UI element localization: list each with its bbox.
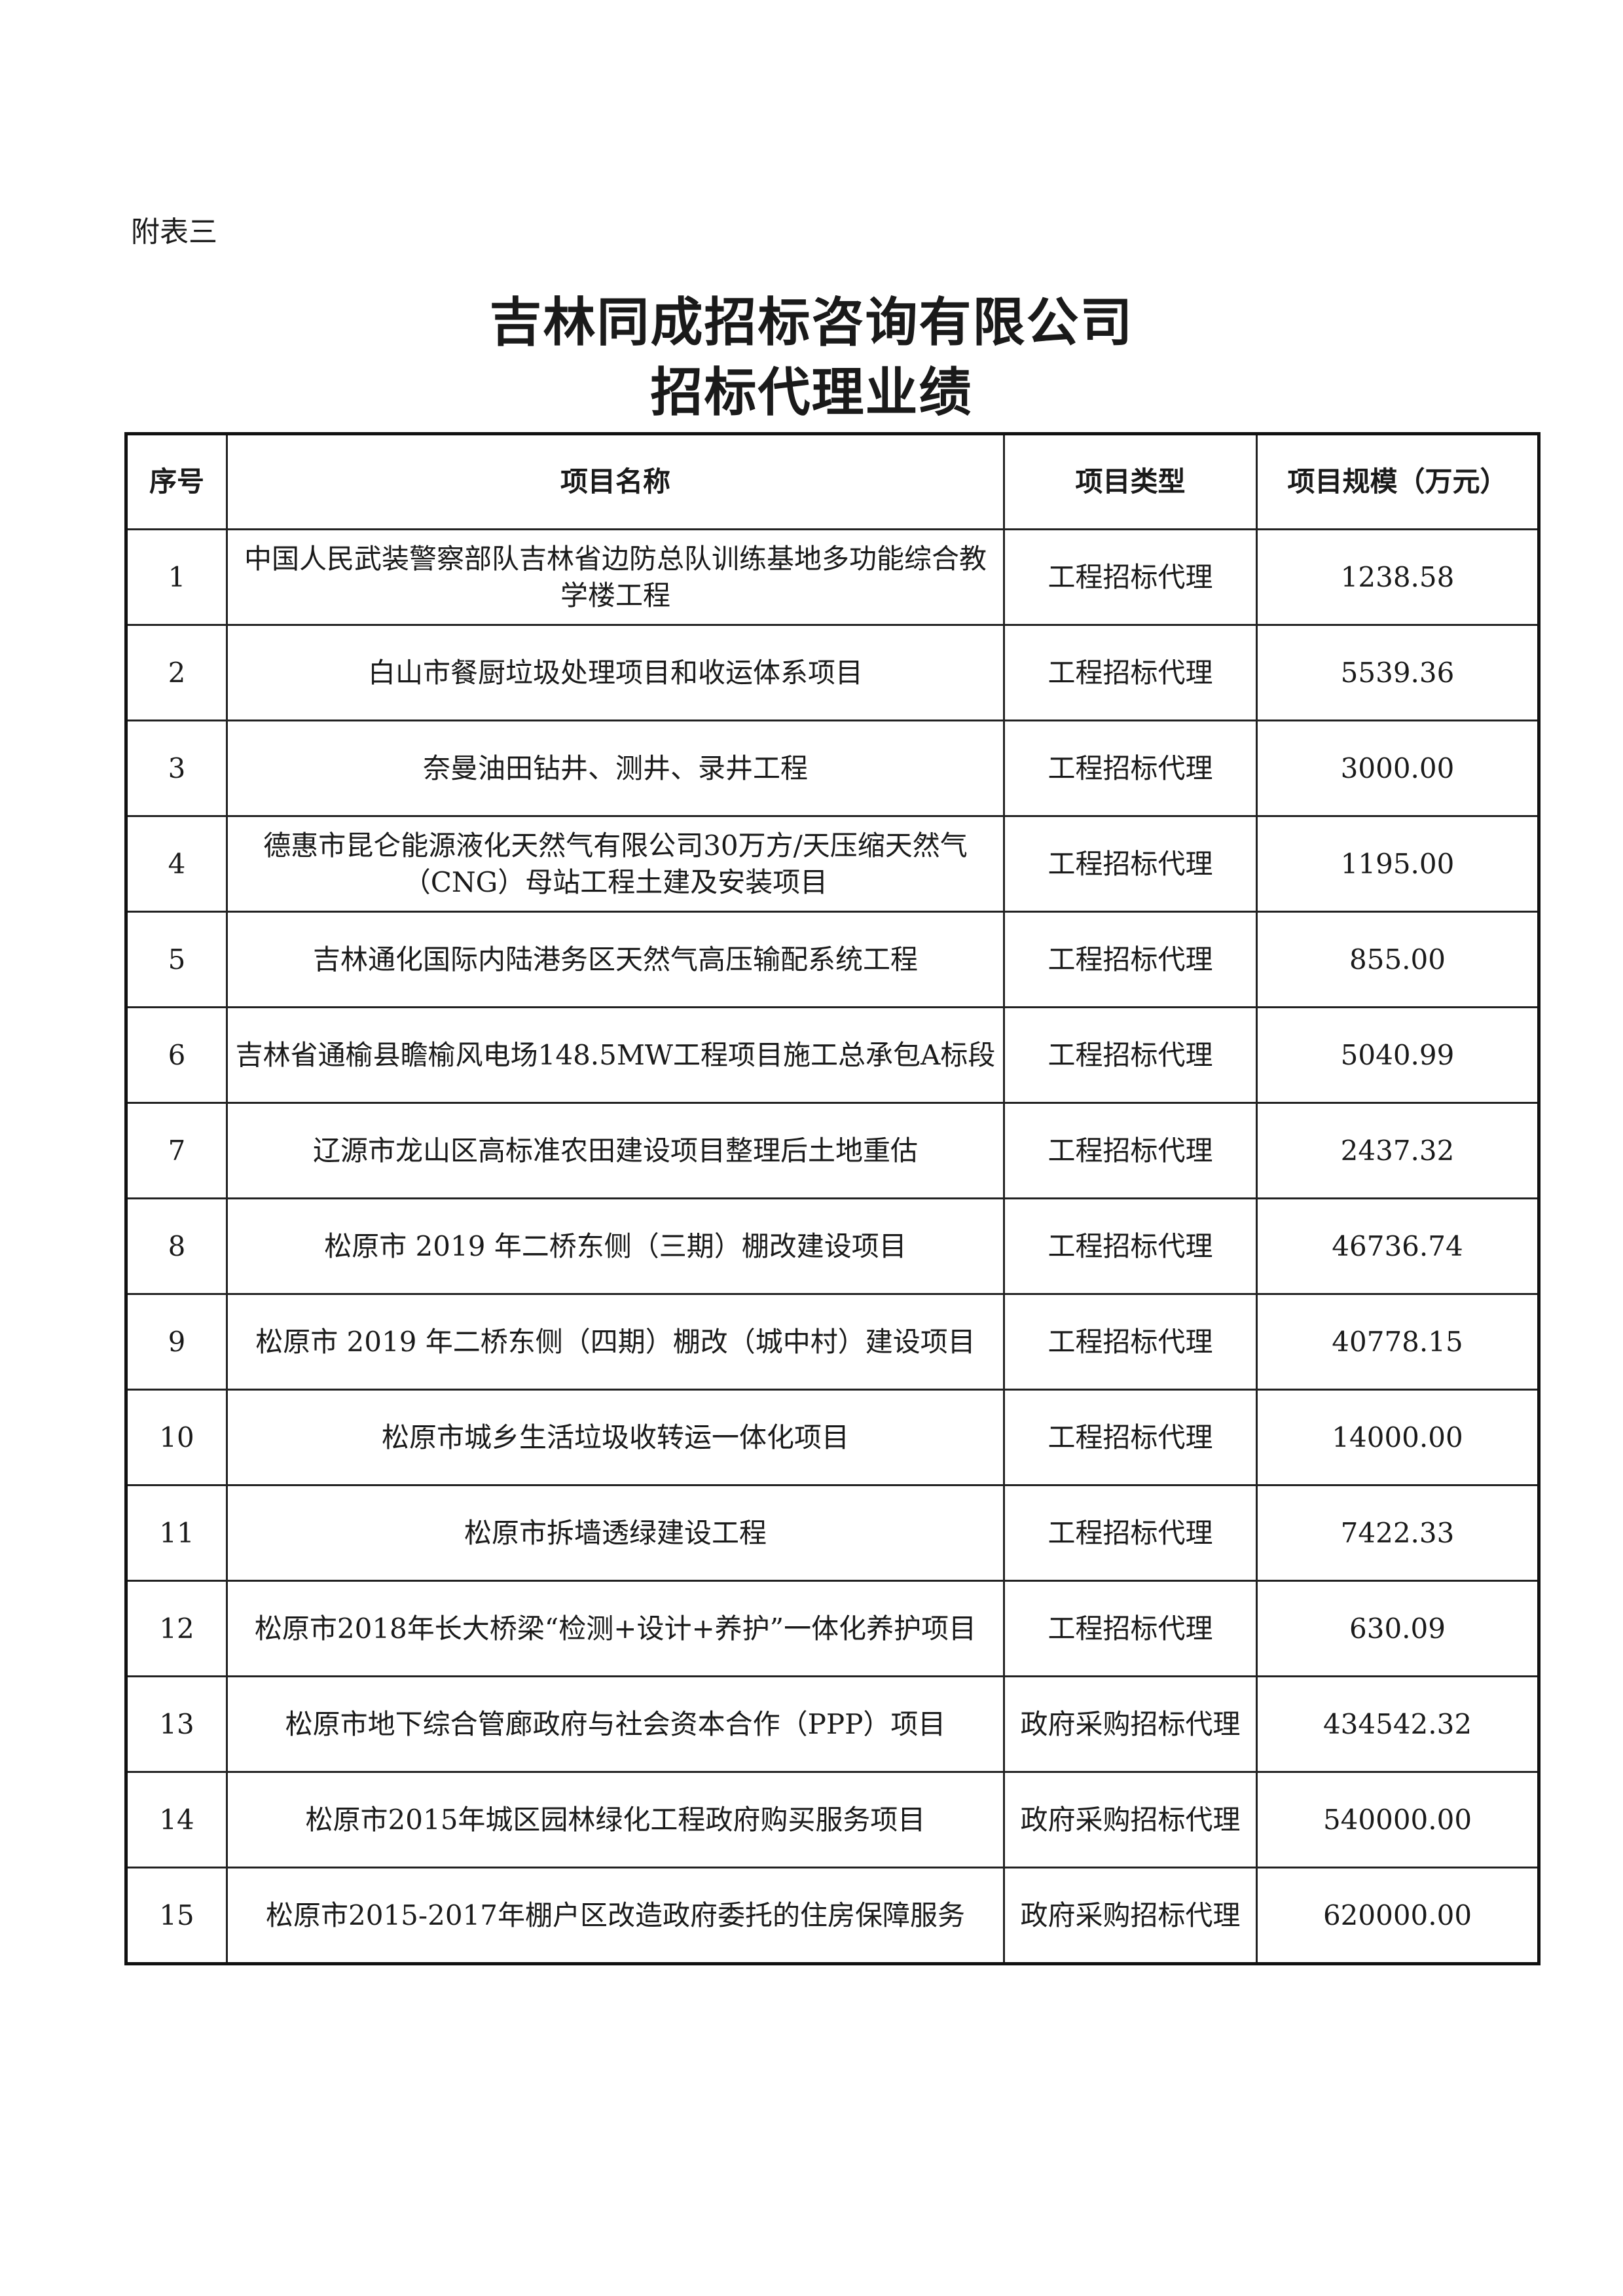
annex-label: 附表三 [131,215,217,249]
page-title: 吉林同成招标咨询有限公司 [489,292,1134,353]
cell-no: 15 [125,1867,228,1965]
cell-name: 松原市 2019 年二桥东侧（四期）棚改（城中村）建设项目 [226,1293,1005,1391]
cell-scale: 7422.33 [1256,1484,1540,1582]
cell-scale: 1238.58 [1256,528,1540,626]
cell-scale: 14000.00 [1256,1389,1540,1486]
cell-type: 工程招标代理 [1003,1389,1258,1486]
cell-type: 工程招标代理 [1003,1006,1258,1104]
page-subtitle: 招标代理业绩 [650,362,973,423]
cell-scale: 3000.00 [1256,720,1540,817]
cell-no: 1 [125,528,228,626]
cell-no: 6 [125,1006,228,1104]
cell-scale: 630.09 [1256,1580,1540,1677]
cell-name: 松原市拆墙透绿建设工程 [226,1484,1005,1582]
table-row: 1 中国人民武装警察部队吉林省边防总队训练基地多功能综合教学楼工程 工程招标代理 12… [125,528,1540,626]
table-header-row: 序号 项目名称 项目类型 项目规模（万元） [125,433,1540,530]
cell-name: 辽源市龙山区高标准农田建设项目整理后土地重估 [226,1102,1005,1199]
cell-type: 工程招标代理 [1003,1484,1258,1582]
cell-type: 工程招标代理 [1003,1293,1258,1391]
cell-type: 工程招标代理 [1003,1197,1258,1295]
cell-name: 松原市2015-2017年棚户区改造政府委托的住房保障服务 [226,1867,1005,1965]
cell-type: 工程招标代理 [1003,815,1258,913]
cell-name: 中国人民武装警察部队吉林省边防总队训练基地多功能综合教学楼工程 [226,528,1005,626]
cell-type: 工程招标代理 [1003,720,1258,817]
cell-scale: 5539.36 [1256,624,1540,721]
cell-scale: 40778.15 [1256,1293,1540,1391]
cell-name: 德惠市昆仑能源液化天然气有限公司30万方/天压缩天然气（CNG）母站工程土建及安… [226,815,1005,913]
cell-no: 3 [125,720,228,817]
cell-type: 工程招标代理 [1003,528,1258,626]
table-row: 10 松原市城乡生活垃圾收转运一体化项目 工程招标代理 14000.00 [125,1389,1540,1486]
cell-scale: 1195.00 [1256,815,1540,913]
cell-type: 工程招标代理 [1003,624,1258,721]
table-row: 2 白山市餐厨垃圾处理项目和收运体系项目 工程招标代理 5539.36 [125,624,1540,721]
cell-scale: 540000.00 [1256,1771,1540,1868]
table-row: 13 松原市地下综合管廊政府与社会资本合作（PPP）项目 政府采购招标代理 43454… [125,1675,1540,1773]
cell-no: 14 [125,1771,228,1868]
header-no: 序号 [125,433,228,530]
cell-type: 政府采购招标代理 [1003,1867,1258,1965]
cell-scale: 434542.32 [1256,1675,1540,1773]
cell-name: 松原市地下综合管廊政府与社会资本合作（PPP）项目 [226,1675,1005,1773]
cell-no: 2 [125,624,228,721]
cell-scale: 620000.00 [1256,1867,1540,1965]
header-type: 项目类型 [1003,433,1258,530]
table-row: 9 松原市 2019 年二桥东侧（四期）棚改（城中村）建设项目 工程招标代理 4077… [125,1293,1540,1391]
cell-scale: 46736.74 [1256,1197,1540,1295]
cell-no: 9 [125,1293,228,1391]
cell-name: 吉林省通榆县瞻榆风电场148.5MW工程项目施工总承包A标段 [226,1006,1005,1104]
table-row: 11 松原市拆墙透绿建设工程 工程招标代理 7422.33 [125,1484,1540,1582]
table-row: 4 德惠市昆仑能源液化天然气有限公司30万方/天压缩天然气（CNG）母站工程土建及… [125,815,1540,913]
cell-type: 政府采购招标代理 [1003,1771,1258,1868]
header-name: 项目名称 [226,433,1005,530]
cell-name: 松原市2018年长大桥梁“检测+设计+养护”一体化养护项目 [226,1580,1005,1677]
cell-no: 11 [125,1484,228,1582]
table-row: 6 吉林省通榆县瞻榆风电场148.5MW工程项目施工总承包A标段 工程招标代理 504… [125,1006,1540,1104]
table-row: 12 松原市2018年长大桥梁“检测+设计+养护”一体化养护项目 工程招标代理 630… [125,1580,1540,1677]
cell-type: 工程招标代理 [1003,911,1258,1008]
performance-table: 序号 项目名称 项目类型 项目规模（万元） 1 中国人民武装警察部队吉林省边防总队… [124,432,1541,1965]
cell-name: 吉林通化国际内陆港务区天然气高压输配系统工程 [226,911,1005,1008]
table-row: 8 松原市 2019 年二桥东侧（三期）棚改建设项目 工程招标代理 46736.74 [125,1197,1540,1295]
cell-no: 13 [125,1675,228,1773]
table-body: 1 中国人民武装警察部队吉林省边防总队训练基地多功能综合教学楼工程 工程招标代理 12… [125,528,1540,1965]
table-row: 5 吉林通化国际内陆港务区天然气高压输配系统工程 工程招标代理 855.00 [125,911,1540,1008]
cell-type: 工程招标代理 [1003,1102,1258,1199]
cell-no: 5 [125,911,228,1008]
cell-no: 8 [125,1197,228,1295]
cell-scale: 2437.32 [1256,1102,1540,1199]
header-scale: 项目规模（万元） [1256,433,1540,530]
cell-name: 松原市2015年城区园林绿化工程政府购买服务项目 [226,1771,1005,1868]
cell-name: 松原市 2019 年二桥东侧（三期）棚改建设项目 [226,1197,1005,1295]
cell-no: 7 [125,1102,228,1199]
cell-no: 4 [125,815,228,913]
table-row: 3 奈曼油田钻井、测井、录井工程 工程招标代理 3000.00 [125,720,1540,817]
table-row: 7 辽源市龙山区高标准农田建设项目整理后土地重估 工程招标代理 2437.32 [125,1102,1540,1199]
cell-no: 12 [125,1580,228,1677]
table-row: 14 松原市2015年城区园林绿化工程政府购买服务项目 政府采购招标代理 540000… [125,1771,1540,1868]
table-row: 15 松原市2015-2017年棚户区改造政府委托的住房保障服务 政府采购招标代理 6… [125,1867,1540,1965]
cell-name: 松原市城乡生活垃圾收转运一体化项目 [226,1389,1005,1486]
cell-scale: 5040.99 [1256,1006,1540,1104]
cell-name: 奈曼油田钻井、测井、录井工程 [226,720,1005,817]
cell-scale: 855.00 [1256,911,1540,1008]
cell-name: 白山市餐厨垃圾处理项目和收运体系项目 [226,624,1005,721]
cell-type: 工程招标代理 [1003,1580,1258,1677]
cell-type: 政府采购招标代理 [1003,1675,1258,1773]
cell-no: 10 [125,1389,228,1486]
